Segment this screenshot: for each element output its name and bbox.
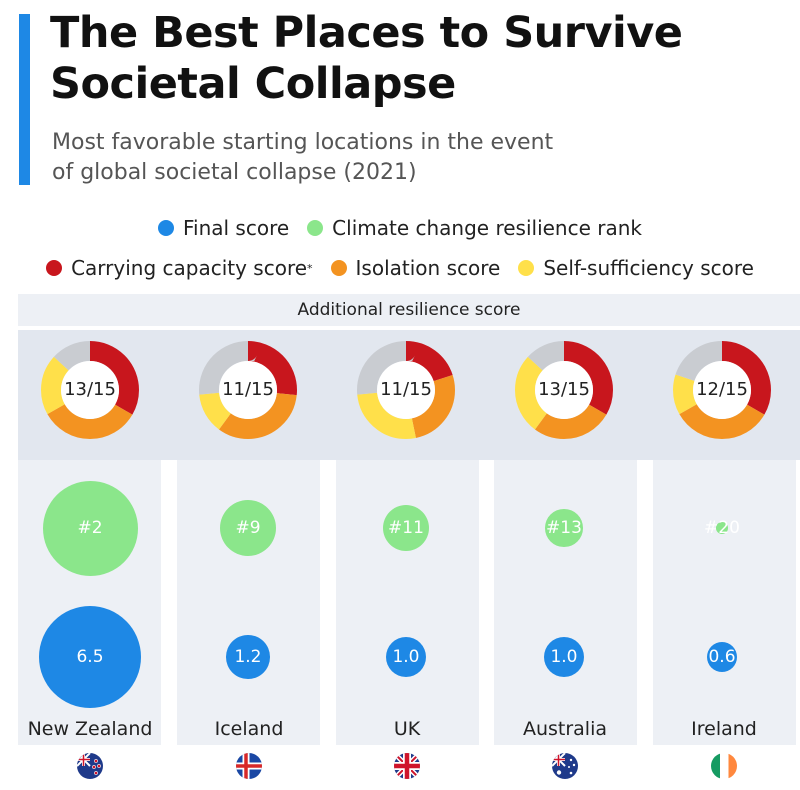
legend-isolation-label: Isolation score [355, 256, 501, 280]
donut-hole-australia [535, 361, 593, 419]
title-line-1: The Best Places to Survive [50, 8, 683, 58]
climate-rank-ireland: #20 [704, 517, 740, 538]
legend-row-1: Final score Climate change resilience ra… [0, 216, 800, 240]
donut-segment-remainder-new-zealand [41, 341, 139, 439]
subtitle-line-2: of global societal collapse (2021) [52, 160, 417, 185]
climate-bubble-australia: #13 [545, 509, 583, 547]
flag-ireland-icon [711, 753, 737, 779]
donut-segment-selfsufficiency-new-zealand [41, 341, 139, 439]
donut-hole-new-zealand [61, 361, 119, 419]
final-bubble-australia: 1.0 [543, 636, 584, 677]
donut-segment-remainder-iceland [199, 341, 297, 439]
legend-final-dot [157, 220, 174, 236]
donut-segment-selfsufficiency-ireland [673, 341, 771, 439]
final-score-uk: 1.0 [392, 646, 420, 667]
legend-climate-label: Climate change resilience rank [332, 216, 643, 240]
climate-rank-new-zealand: #2 [77, 518, 103, 538]
donut-segment-isolation-uk [357, 341, 455, 439]
legend-selfsufficiency-label: Self-sufficiency score [543, 256, 754, 280]
climate-rank-australia: #13 [546, 517, 582, 538]
legend-carrying-footnote-mark: * [307, 261, 313, 275]
country-label-iceland: Iceland [214, 718, 284, 740]
final-bubble-iceland: 1.2 [226, 635, 270, 679]
climate-rank-iceland: #9 [235, 517, 261, 538]
page-title: The Best Places to Survive Societal Coll… [50, 8, 683, 110]
legend-climate-dot [307, 220, 324, 236]
flag-uk-icon [394, 753, 420, 779]
climate-bubble-uk: #11 [382, 504, 430, 552]
donut-label-iceland: 11/15 [222, 379, 274, 400]
donut-segment-isolation-new-zealand [41, 341, 139, 439]
donut-segment-carrying-ireland [673, 341, 771, 439]
final-bubble-new-zealand: 6.5 [39, 606, 141, 708]
climate-bubble-new-zealand: #2 [42, 480, 138, 576]
donut-label-ireland: 12/15 [696, 379, 748, 400]
legend-selfsufficiency-dot [518, 260, 535, 276]
donut-label-uk: 11/15 [380, 379, 432, 400]
final-bubble-ireland: 0.6 [706, 641, 738, 673]
final-score-iceland: 1.2 [234, 646, 262, 667]
legend-isolation: Isolation score [330, 256, 501, 280]
legend-carrying: Carrying capacity score * [46, 256, 313, 280]
donut-segment-remainder-uk [357, 341, 455, 439]
donut-label-new-zealand: 13/15 [64, 379, 116, 400]
donut-segment-selfsufficiency-australia [515, 341, 613, 439]
subtitle-line-1: Most favorable starting locations in the… [52, 130, 554, 155]
country-label-ireland: Ireland [691, 718, 757, 740]
final-bubble-uk: 1.0 [385, 636, 426, 677]
legend-row-2: Carrying capacity score * Isolation score… [0, 256, 800, 280]
donut-segment-isolation-australia [515, 341, 613, 439]
donut-label-australia: 13/15 [538, 379, 590, 400]
country-label-uk: UK [393, 718, 421, 740]
legend-final: Final score [157, 216, 290, 240]
flag-new-zealand-icon [77, 753, 103, 779]
donut-hole-iceland [219, 361, 277, 419]
legend-carrying-label: Carrying capacity score [71, 256, 308, 280]
donut-segment-selfsufficiency-uk [357, 341, 455, 439]
climate-bubble-ireland: #20 [704, 518, 740, 538]
donut-hole-ireland [693, 361, 751, 419]
resilience-header: Additional resilience score [18, 294, 800, 326]
country-label-new-zealand: New Zealand [27, 718, 153, 740]
final-score-new-zealand: 6.5 [76, 647, 104, 667]
title-line-2: Societal Collapse [50, 59, 456, 109]
donut-segment-remainder-australia [515, 341, 613, 439]
donut-australia: 13/15 [514, 340, 614, 440]
legend-climate: Climate change resilience rank [307, 216, 642, 240]
final-score-ireland: 0.6 [708, 646, 736, 667]
donut-segment-isolation-ireland [673, 341, 771, 439]
donut-new-zealand: 13/15 [40, 340, 140, 440]
legend-selfsufficiency: Self-sufficiency score [518, 256, 754, 280]
donut-uk: 11/15 [356, 340, 456, 440]
climate-bubble-iceland: #9 [219, 499, 277, 557]
legend-final-label: Final score [182, 216, 290, 240]
accent-bar [19, 14, 30, 185]
country-label-australia: Australia [522, 718, 608, 740]
flag-australia-icon [552, 753, 578, 779]
climate-rank-uk: #11 [388, 517, 424, 538]
legend-carrying-dot [46, 260, 63, 276]
flag-iceland-icon [236, 753, 262, 779]
final-score-australia: 1.0 [550, 646, 578, 667]
legend-isolation-dot [330, 260, 347, 276]
donut-hole-uk [377, 361, 435, 419]
page-subtitle: Most favorable starting locations in the… [52, 128, 652, 188]
donut-iceland: 11/15 [198, 340, 298, 440]
donut-segment-isolation-iceland [199, 341, 297, 439]
donut-ireland: 12/15 [672, 340, 772, 440]
